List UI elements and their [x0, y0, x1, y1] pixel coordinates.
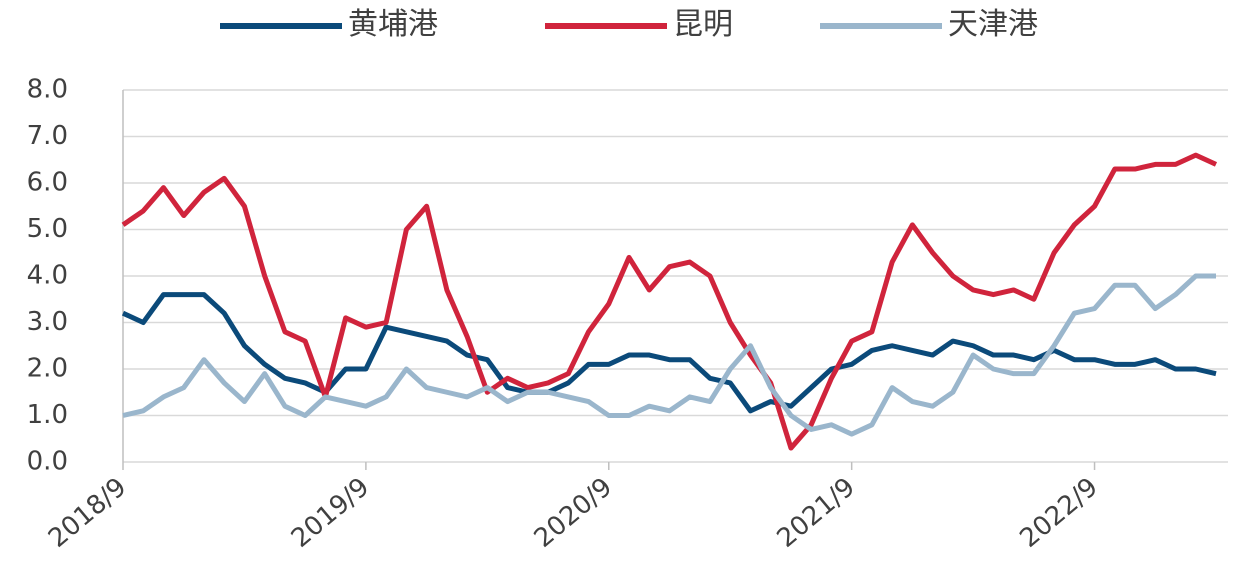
y-tick-label: 2.0 — [27, 354, 68, 384]
line-series — [122, 273, 1216, 437]
x-tick-label: 2019/9 — [286, 472, 375, 554]
y-tick-label: 8.0 — [27, 75, 68, 105]
x-tick-label: 2020/9 — [529, 472, 618, 554]
y-tick-label: 0.0 — [27, 447, 68, 477]
y-tick-label: 7.0 — [27, 121, 68, 151]
x-tick-label: 2021/9 — [772, 472, 861, 554]
x-tick-label: 2022/9 — [1015, 472, 1104, 554]
y-tick-label: 4.0 — [27, 261, 68, 291]
line-series — [121, 292, 1217, 414]
line-series — [121, 152, 1218, 451]
legend-label: 昆明 — [673, 7, 733, 42]
y-tick-label: 3.0 — [27, 307, 68, 337]
x-tick-label: 2018/9 — [43, 472, 132, 554]
y-tick-label: 6.0 — [27, 168, 68, 198]
y-tick-label: 1.0 — [27, 400, 68, 430]
y-tick-label: 5.0 — [27, 214, 68, 244]
legend-label: 天津港 — [948, 7, 1038, 42]
legend-label: 黄埔港 — [348, 7, 438, 42]
